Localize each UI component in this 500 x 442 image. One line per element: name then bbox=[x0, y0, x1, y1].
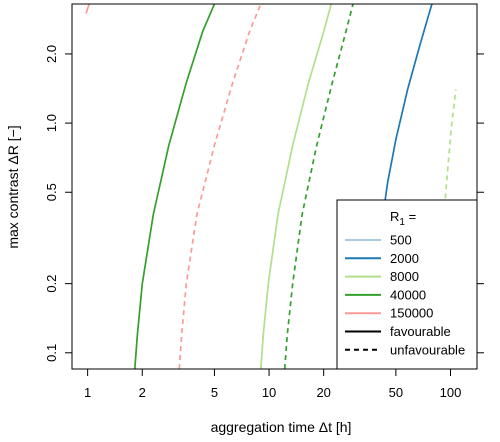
series-line-150000-favourable bbox=[85, 4, 91, 14]
x-tick-label: 100 bbox=[440, 385, 462, 400]
y-tick-label: 1.0 bbox=[44, 114, 59, 132]
y-axis-title: max contrast ΔR [−] bbox=[5, 125, 21, 248]
legend-title: R1 = bbox=[390, 209, 416, 228]
legend-label: 150000 bbox=[390, 306, 433, 321]
x-axis-title: aggregation time Δt [h] bbox=[211, 419, 352, 435]
x-tick-label: 1 bbox=[84, 385, 91, 400]
legend-label: 2000 bbox=[390, 251, 419, 266]
series-line-40000-unfavourable bbox=[283, 4, 354, 369]
x-tick-label: 10 bbox=[262, 385, 276, 400]
series-line-40000-favourable bbox=[133, 4, 216, 369]
y-tick-label: 0.5 bbox=[44, 183, 59, 201]
legend-label: 40000 bbox=[390, 287, 426, 302]
y-tick-label: 0.2 bbox=[44, 275, 59, 293]
legend-entries: 500 2000 8000 40000 150000 favourable unfavour… bbox=[345, 233, 465, 357]
series-line-8000-favourable bbox=[259, 4, 333, 369]
y-tick-label: 0.1 bbox=[44, 344, 59, 362]
x-tick-label: 2 bbox=[139, 385, 146, 400]
plot-frame bbox=[71, 3, 478, 370]
legend-label: 500 bbox=[390, 233, 412, 248]
x-tick-label: 50 bbox=[389, 385, 403, 400]
legend: R1 = 500 2000 8000 40000 150000 favourable unf… bbox=[336, 199, 478, 370]
legend-label: 8000 bbox=[390, 269, 419, 284]
legend-title-subscript: 1 bbox=[399, 217, 405, 228]
legend-label: favourable bbox=[390, 324, 451, 339]
y-axis: 0.1 0.2 0.5 1.0 2.0 bbox=[44, 45, 484, 362]
y-tick-label: 2.0 bbox=[44, 45, 59, 63]
legend-box bbox=[336, 199, 478, 370]
x-tick-label: 20 bbox=[316, 385, 330, 400]
legend-label: unfavourable bbox=[390, 342, 465, 357]
series-line-150000-unfavourable bbox=[178, 4, 262, 369]
x-tick-label: 5 bbox=[211, 385, 218, 400]
x-axis: 1 2 5 10 20 50 100 bbox=[84, 369, 461, 400]
legend-title-suffix: = bbox=[405, 209, 416, 224]
legend-title-base: R bbox=[390, 209, 399, 224]
